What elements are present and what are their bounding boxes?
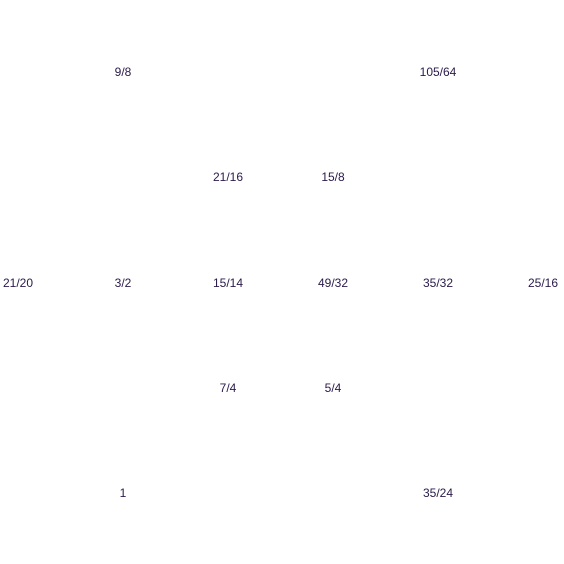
- ratio-label: 35/24: [422, 486, 454, 500]
- ratio-label: 15/14: [212, 276, 244, 290]
- ratio-label: 15/8: [321, 170, 345, 184]
- ratio-label: 5/4: [324, 381, 342, 395]
- ratio-label: 21/16: [212, 170, 244, 184]
- ratio-label: 35/32: [422, 276, 454, 290]
- ratio-label: 9/8: [114, 65, 132, 79]
- ratio-label: 49/32: [317, 276, 349, 290]
- ratio-label: 1: [119, 486, 127, 500]
- ratio-label: 21/20: [2, 276, 34, 290]
- ratio-label: 25/16: [527, 276, 559, 290]
- ratio-label: 3/2: [114, 276, 132, 290]
- ratio-label: 7/4: [219, 381, 237, 395]
- ratio-label: 105/64: [419, 65, 457, 79]
